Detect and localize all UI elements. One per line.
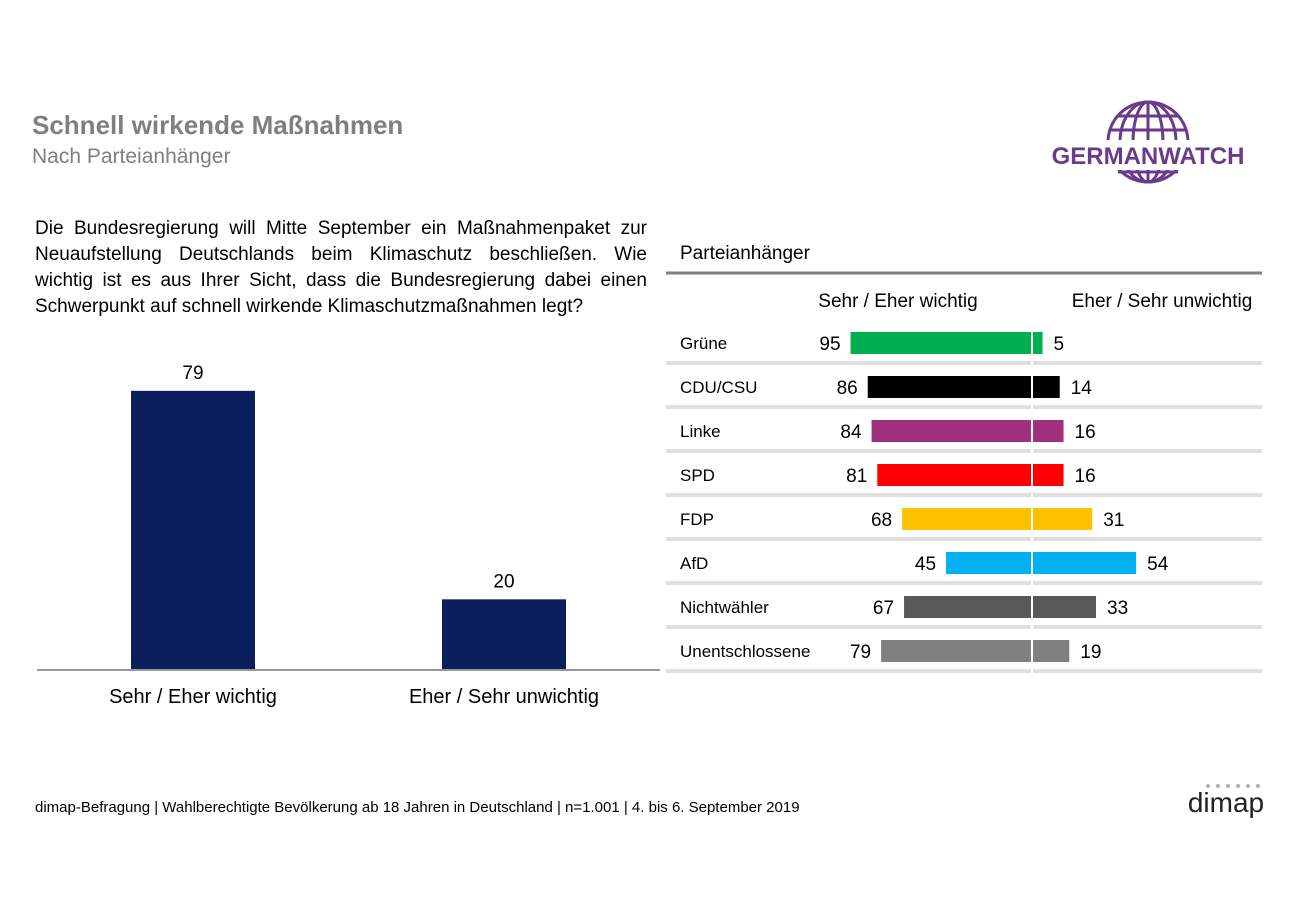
party-label-7: Unentschlossene xyxy=(680,642,810,661)
party-diverging-chart: Parteianhänger Sehr / Eher wichtig Eher / … xyxy=(666,243,1262,675)
value-unimportant-0: 5 xyxy=(1054,334,1065,355)
party-label-2: Linke xyxy=(680,422,721,441)
source-footer: dimap-Befragung | Wahlberechtigte Bevölk… xyxy=(35,799,800,816)
bar-unimportant-6 xyxy=(1033,596,1097,618)
party-label-4: FDP xyxy=(680,510,714,529)
bar-unimportant-2 xyxy=(1033,420,1064,442)
party-label-0: Grüne xyxy=(680,334,727,353)
party-label-1: CDU/CSU xyxy=(680,378,757,397)
right-column-label: Eher / Sehr unwichtig xyxy=(1072,291,1253,312)
bar-1 xyxy=(442,599,566,670)
left-column-label: Sehr / Eher wichtig xyxy=(818,291,977,312)
bar-important-6 xyxy=(904,596,1032,618)
dimap-logo: dimap xyxy=(1188,784,1264,818)
value-important-3: 81 xyxy=(846,466,867,487)
bar-0 xyxy=(131,390,255,670)
value-important-4: 68 xyxy=(871,510,892,531)
germanwatch-logo: GERMANWATCH xyxy=(1032,100,1264,184)
value-important-5: 45 xyxy=(915,554,936,575)
bar-unimportant-0 xyxy=(1033,332,1043,354)
category-label-1: Eher / Sehr unwichtig xyxy=(409,686,599,708)
chart-subtitle: Nach Parteianhänger xyxy=(32,145,231,168)
dimap-wordmark: dimap xyxy=(1188,787,1264,818)
value-important-7: 79 xyxy=(850,642,871,663)
value-important-1: 86 xyxy=(837,378,858,399)
bar-important-4 xyxy=(902,508,1032,530)
bar-unimportant-4 xyxy=(1033,508,1093,530)
value-unimportant-3: 16 xyxy=(1075,466,1096,487)
bar-important-3 xyxy=(877,464,1032,486)
data-label-0: 79 xyxy=(182,363,203,384)
bar-unimportant-7 xyxy=(1033,640,1070,662)
overall-bar-chart: 79 Sehr / Eher wichtig 20 Eher / Sehr unwic… xyxy=(37,363,660,708)
party-label-6: Nichtwähler xyxy=(680,598,769,617)
bar-important-5 xyxy=(946,552,1032,574)
value-important-2: 84 xyxy=(840,422,862,443)
chart-title: Schnell wirkende Maßnahmen xyxy=(32,110,404,140)
value-unimportant-4: 31 xyxy=(1103,510,1124,531)
category-label-0: Sehr / Eher wichtig xyxy=(109,686,277,708)
bar-important-2 xyxy=(871,420,1032,442)
party-chart-header: Parteianhänger xyxy=(680,243,811,264)
logo-wordmark: GERMANWATCH xyxy=(1052,143,1245,170)
party-label-5: AfD xyxy=(680,554,708,573)
bar-unimportant-5 xyxy=(1033,552,1137,574)
value-important-0: 95 xyxy=(819,334,840,355)
value-unimportant-7: 19 xyxy=(1080,642,1101,663)
bar-important-0 xyxy=(850,332,1032,354)
bar-important-1 xyxy=(867,376,1032,398)
value-unimportant-6: 33 xyxy=(1107,598,1128,619)
data-label-1: 20 xyxy=(493,571,514,592)
dimap-dots xyxy=(1206,784,1260,788)
bar-unimportant-1 xyxy=(1033,376,1060,398)
value-important-6: 67 xyxy=(873,598,894,619)
party-label-3: SPD xyxy=(680,466,715,485)
value-unimportant-2: 16 xyxy=(1075,422,1096,443)
survey-question: Die Bundesregierung will Mitte September… xyxy=(35,218,647,317)
bar-important-7 xyxy=(881,640,1032,662)
value-unimportant-1: 14 xyxy=(1071,378,1093,399)
value-unimportant-5: 54 xyxy=(1147,554,1169,575)
bar-unimportant-3 xyxy=(1033,464,1064,486)
